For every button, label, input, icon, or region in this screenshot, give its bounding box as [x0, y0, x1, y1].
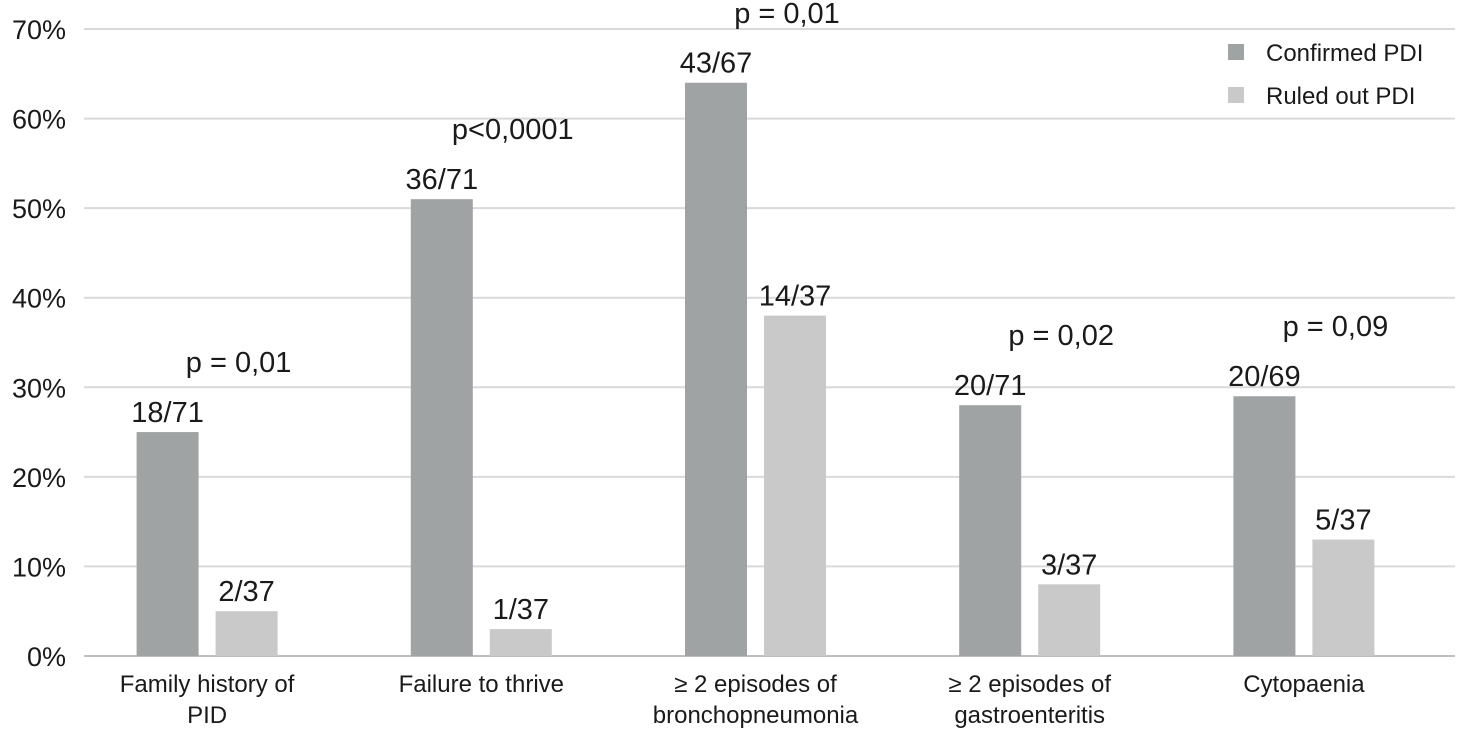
data-label: 2/37	[218, 576, 274, 608]
category-label: Family history of	[120, 671, 295, 698]
bar	[215, 611, 278, 656]
bar	[959, 405, 1022, 656]
bar	[764, 315, 826, 656]
y-tick-label: 0%	[27, 642, 66, 672]
data-label: 20/69	[1228, 361, 1301, 393]
y-tick-label: 50%	[12, 194, 66, 224]
y-tick-label: 70%	[12, 15, 66, 45]
bar	[489, 629, 552, 656]
y-tick-label: 40%	[12, 284, 66, 314]
data-label: 36/71	[406, 164, 479, 196]
bars	[136, 82, 1375, 656]
y-axis-ticks: 0% 10% 20% 30% 40% 50% 60% 70%	[12, 15, 66, 672]
category-label: ≥ 2 episodes of	[948, 671, 1111, 698]
data-label: 20/71	[954, 370, 1027, 402]
y-tick-label: 20%	[12, 463, 66, 493]
y-tick-label: 60%	[12, 105, 66, 135]
y-tick-label: 30%	[12, 373, 66, 403]
p-value-label: p = 0,01	[186, 347, 292, 379]
bar	[1312, 539, 1375, 656]
category-label: bronchopneumonia	[653, 702, 859, 729]
legend: Confirmed PDI Ruled out PDI	[1228, 40, 1423, 110]
category-labels: Family history of PID Failure to thrive ≥ 2…	[120, 671, 1366, 729]
data-label: 3/37	[1041, 549, 1097, 581]
y-tick-label: 10%	[12, 552, 66, 582]
p-value-label: p = 0,02	[1008, 320, 1114, 352]
category-label: ≥ 2 episodes of	[674, 671, 837, 698]
legend-swatch	[1228, 44, 1244, 60]
p-value-label: p = 0,09	[1283, 311, 1389, 343]
category-label: Failure to thrive	[399, 671, 564, 698]
data-label: 43/67	[680, 48, 753, 80]
p-value-label: p = 0,01	[734, 0, 840, 30]
bar	[685, 82, 747, 656]
bar	[1038, 584, 1101, 656]
bar	[410, 199, 473, 656]
p-value-label: p<0,0001	[452, 114, 574, 146]
data-label: 14/37	[759, 281, 832, 313]
data-label: 18/71	[131, 397, 204, 429]
bar	[136, 432, 199, 656]
data-labels: 18/71 2/37 p = 0,01 36/71 1/37 p<0,0001 43/67 1…	[131, 0, 1388, 626]
legend-swatch	[1228, 87, 1244, 103]
legend-label: Confirmed PDI	[1266, 40, 1423, 67]
legend-label: Ruled out PDI	[1266, 83, 1415, 110]
data-label: 5/37	[1315, 505, 1371, 537]
category-label: PID	[187, 702, 227, 729]
category-label: Cytopaenia	[1243, 671, 1365, 698]
category-label: gastroenteritis	[954, 702, 1105, 729]
data-label: 1/37	[493, 594, 549, 626]
bar	[1233, 396, 1296, 656]
